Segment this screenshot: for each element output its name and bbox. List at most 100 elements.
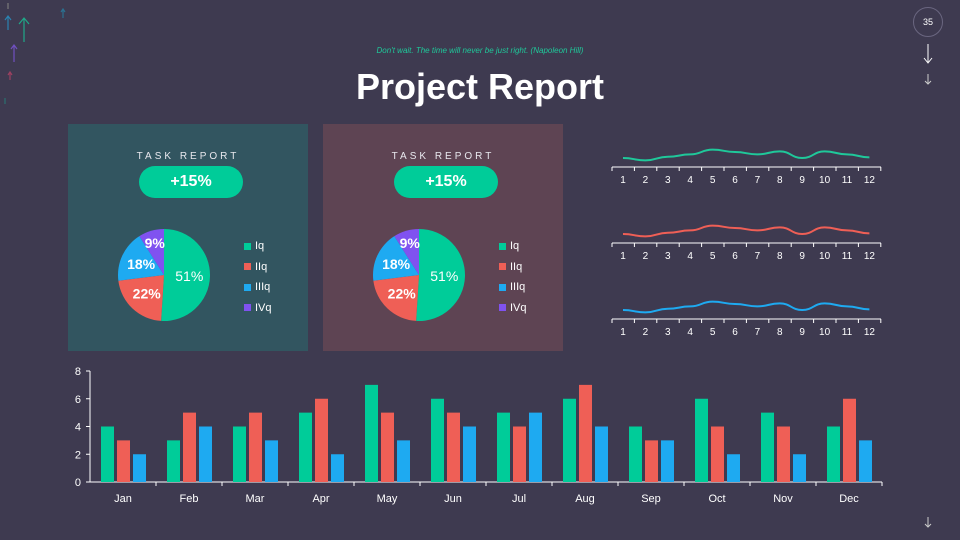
- x-tick-label: Jan: [114, 493, 132, 505]
- y-tick-label: 8: [75, 366, 81, 378]
- pie-slice: [373, 236, 419, 281]
- bar: [777, 426, 790, 482]
- x-tick-label: 1: [620, 251, 626, 262]
- bar: [629, 426, 642, 482]
- bar: [315, 398, 328, 482]
- x-tick-label: 8: [777, 327, 783, 338]
- pie-slice: [161, 229, 211, 321]
- x-tick-label: May: [377, 493, 398, 505]
- decorative-arrows: [4, 3, 66, 104]
- arrow-down-icon: [924, 74, 932, 85]
- bar: [249, 412, 262, 482]
- x-tick-label: 2: [643, 175, 649, 186]
- x-tick-label: 11: [842, 327, 853, 338]
- x-tick-label: 5: [710, 175, 716, 186]
- x-tick-label: 9: [799, 251, 805, 262]
- pie-data-label: 9%: [400, 235, 421, 251]
- x-tick-label: 3: [665, 175, 671, 186]
- x-tick-label: Oct: [708, 493, 725, 505]
- bar: [447, 412, 460, 482]
- x-tick-label: Jul: [512, 493, 526, 505]
- pie-data-label: 51%: [175, 268, 203, 284]
- x-tick-label: Feb: [180, 493, 199, 505]
- legend-item: IVq: [244, 298, 272, 319]
- pie-slice: [373, 275, 419, 321]
- legend-item: Iq: [499, 236, 527, 257]
- legend-item: IIIq: [244, 277, 272, 298]
- x-tick-label: 4: [687, 251, 693, 262]
- bar: [397, 440, 410, 482]
- arrow-up-icon: [60, 7, 66, 18]
- x-tick-label: 5: [710, 327, 716, 338]
- x-tick-label: 11: [842, 175, 853, 186]
- x-tick-label: Nov: [773, 493, 793, 505]
- arrow-down-icon[interactable]: [920, 516, 936, 530]
- task-report-panel-2: TASK REPORT +15% 51% 22% 18% 9% Iq IIq IIIq…: [323, 124, 563, 351]
- bar: [793, 454, 806, 482]
- bar: [265, 440, 278, 482]
- x-tick-label: 1: [620, 175, 626, 186]
- series-line: [622, 148, 870, 162]
- bar: [661, 440, 674, 482]
- bar: [827, 426, 840, 482]
- bar: [299, 412, 312, 482]
- x-tick-label: 12: [864, 327, 876, 338]
- x-tick-label: 4: [687, 175, 693, 186]
- bar: [513, 426, 526, 482]
- bar: [645, 440, 658, 482]
- legend-item: IIq: [244, 257, 272, 278]
- pie-data-label: 22%: [388, 285, 417, 301]
- bar: [761, 412, 774, 482]
- bar: [199, 426, 212, 482]
- pie-chart: 51% 22% 18% 9%: [118, 229, 211, 321]
- bar: [563, 398, 576, 482]
- bar: [233, 426, 246, 482]
- series-line: [622, 224, 870, 238]
- pie-legend: Iq IIq IIIq IVq: [499, 236, 527, 318]
- bar: [711, 426, 724, 482]
- panel-title: TASK REPORT: [391, 151, 495, 162]
- x-tick-label: 9: [799, 175, 805, 186]
- x-tick-label: 10: [819, 175, 831, 186]
- x-tick-label: 6: [732, 175, 738, 186]
- x-tick-label: 3: [665, 327, 671, 338]
- x-tick-label: 2: [643, 327, 649, 338]
- bar: [843, 398, 856, 482]
- pie-data-label: 9%: [145, 235, 166, 251]
- page-title: Project Report: [355, 66, 605, 107]
- x-tick-label: 5: [710, 251, 716, 262]
- x-tick-label: 11: [842, 251, 853, 262]
- y-tick-label: 2: [75, 449, 81, 461]
- bar: [529, 412, 542, 482]
- bar: [859, 440, 872, 482]
- pie-data-label: 18%: [127, 256, 156, 272]
- panel-title: TASK REPORT: [136, 151, 240, 162]
- x-tick-label: 4: [687, 327, 693, 338]
- bar: [331, 454, 344, 482]
- arrow-up-icon: [10, 44, 18, 62]
- series-line: [622, 300, 870, 314]
- y-tick-label: 0: [75, 477, 81, 489]
- pie-legend: Iq IIq IIIq IVq: [244, 236, 272, 318]
- x-tick-label: 7: [755, 327, 761, 338]
- x-tick-label: Jun: [444, 493, 462, 505]
- x-tick-label: 1: [620, 327, 626, 338]
- bar: [431, 398, 444, 482]
- bar: [167, 440, 180, 482]
- x-tick-label: 2: [643, 251, 649, 262]
- bar: [695, 398, 708, 482]
- x-tick-label: Aug: [575, 493, 595, 505]
- arrow-up-icon: [4, 15, 12, 30]
- pie-slice: [139, 229, 164, 275]
- bar: [497, 412, 510, 482]
- x-tick-label: 3: [665, 251, 671, 262]
- bar: [381, 412, 394, 482]
- bar: [133, 454, 146, 482]
- x-tick-label: 8: [777, 175, 783, 186]
- quote: Don't wait. The time will never be just …: [376, 46, 584, 55]
- bar: [101, 426, 114, 482]
- x-tick-label: 7: [755, 175, 761, 186]
- arrow-down-icon: [923, 44, 933, 64]
- scroll-down-arrows[interactable]: [920, 42, 936, 88]
